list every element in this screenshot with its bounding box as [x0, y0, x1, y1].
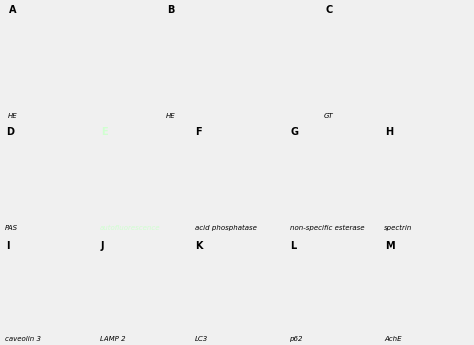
Text: B: B — [167, 4, 174, 14]
Text: M: M — [385, 240, 395, 250]
Text: autofluorescence: autofluorescence — [100, 225, 160, 231]
Text: F: F — [196, 127, 202, 137]
Text: caveolin 3: caveolin 3 — [5, 336, 41, 342]
Text: A: A — [9, 4, 17, 14]
Text: p62: p62 — [290, 336, 303, 342]
Text: acid phosphatase: acid phosphatase — [195, 225, 256, 231]
Text: E: E — [101, 127, 108, 137]
Text: L: L — [291, 240, 297, 250]
Text: GT: GT — [324, 113, 333, 119]
Text: LAMP 2: LAMP 2 — [100, 336, 126, 342]
Text: G: G — [291, 127, 299, 137]
Text: H: H — [385, 127, 393, 137]
Text: non-specific esterase: non-specific esterase — [290, 225, 364, 231]
Text: HE: HE — [8, 113, 17, 119]
Text: PAS: PAS — [5, 225, 18, 231]
Text: C: C — [325, 4, 332, 14]
Text: I: I — [6, 240, 9, 250]
Text: K: K — [196, 240, 203, 250]
Text: D: D — [6, 127, 14, 137]
Text: HE: HE — [165, 113, 175, 119]
Text: spectrin: spectrin — [384, 225, 413, 231]
Text: LC3: LC3 — [195, 336, 208, 342]
Text: AchE: AchE — [384, 336, 402, 342]
Text: J: J — [101, 240, 104, 250]
